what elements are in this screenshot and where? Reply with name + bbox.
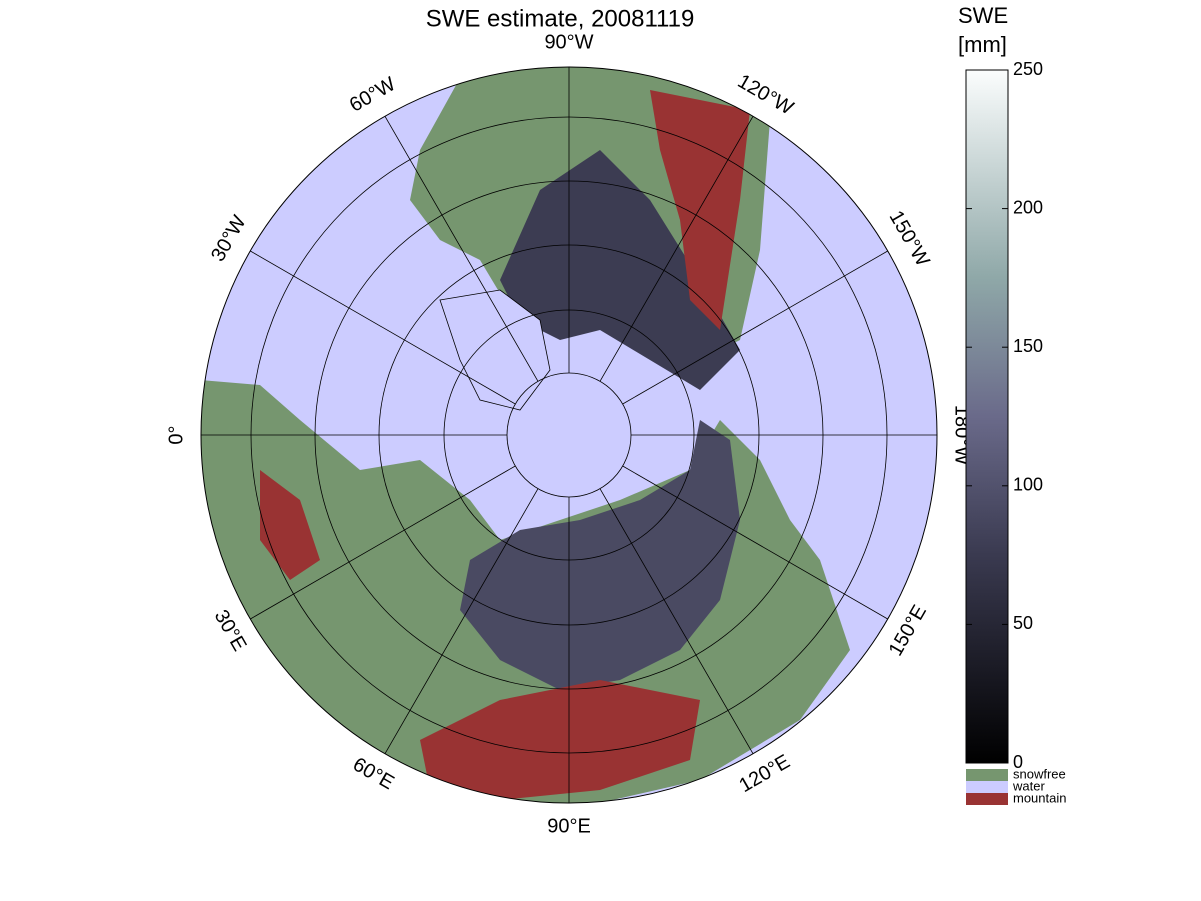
meridian [599,116,754,382]
colorbar-ticks: 0 50 100 150 200 250 [966,59,1043,772]
meridian [384,116,539,382]
longitude-label: 0° [165,425,187,444]
meridian [599,488,754,754]
meridian [250,250,516,405]
longitude-label: 60°W [346,73,400,117]
mountain-west [650,90,750,330]
colorbar-tick-label: 50 [1013,613,1033,633]
colorbar-label: SWE [958,3,1008,28]
longitude-label: 60°E [349,753,398,794]
graticule [201,67,937,803]
meridian [622,465,888,620]
greenland [439,289,551,411]
legend-swatch [966,781,1008,793]
colorbar-tick-label: 250 [1013,59,1043,79]
meridian [384,488,539,754]
america-snow [500,150,740,390]
map-title: SWE estimate, 20081119 [426,5,695,32]
longitude-label: 90°E [547,815,591,837]
mountain-asia [420,680,700,800]
colorbar-tick-label: 0 [1013,752,1023,772]
mountain-europe [260,470,320,580]
colorbar-tick-label: 200 [1013,197,1043,217]
eurasia-snow [460,420,740,690]
longitude-label: 30°W [207,212,251,266]
colorbar-tick-label: 150 [1013,336,1043,356]
colorbar-unit: [mm] [958,32,1007,57]
legend-label: snowfree [1013,766,1066,781]
map [201,67,937,803]
colorbar [965,69,1009,764]
longitude-label: 30°E [210,606,251,655]
longitude-label: 90°W [544,31,593,53]
legend-swatch [966,793,1008,805]
legend-swatch [966,769,1008,781]
legend-label: mountain [1013,790,1066,805]
meridian [622,250,888,405]
legend-label: water [1012,778,1045,793]
colorbar-tick-label: 100 [1013,475,1043,495]
map-border [200,66,938,804]
meridian [250,465,516,620]
